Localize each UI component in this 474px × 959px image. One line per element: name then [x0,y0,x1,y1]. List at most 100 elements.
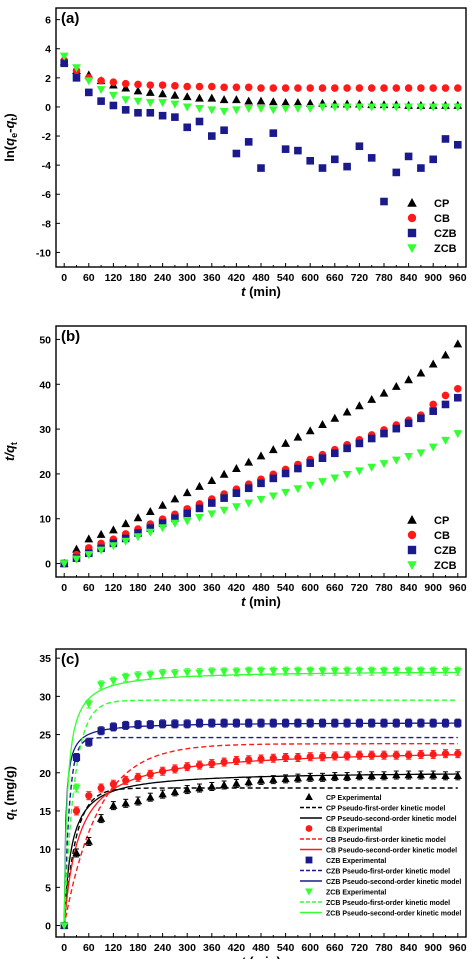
data-point-czb [294,464,302,473]
x-tick-label: 480 [252,582,270,594]
data-point-cb [257,84,265,92]
data-point-cb [171,765,179,773]
data-point-cp [256,451,266,460]
y-tick-label: 0 [45,559,51,571]
data-point-cp [96,814,106,822]
data-point-cp [355,771,364,780]
legend-label: CZB [434,228,457,240]
legend-label: CP Pseudo-second-order kinetic model [326,816,457,823]
x-tick-label: 300 [178,942,196,954]
data-point-cp [145,87,155,96]
data-point-cb [380,84,388,92]
data-point-zcb [244,104,254,113]
data-point-cb [269,754,277,762]
data-point-cp [158,789,167,798]
data-point-zcb [232,668,241,677]
x-tick-label: 300 [178,582,196,594]
data-point-czb [318,454,327,463]
data-point-czb [72,74,81,82]
y-tick-label: 50 [39,334,51,346]
data-point-cb [171,82,179,90]
data-point-zcb [170,519,180,528]
data-point-zcb [453,103,463,112]
x-tick-label: 540 [277,582,295,594]
data-point-cp [330,413,340,422]
legend-label: CP [434,198,449,210]
data-point-cb [97,784,105,792]
x-tick-label: 900 [424,272,442,284]
y-tick-label: 5 [45,882,51,894]
data-point-czb [208,132,216,140]
x-tick-label: 900 [424,942,442,954]
x-tick-label: 0 [61,582,67,594]
data-point-zcb [72,555,81,564]
y-tick-label: 10 [39,844,51,856]
data-point-zcb [109,542,118,551]
data-point-cb [417,750,425,759]
data-point-zcb [146,671,155,680]
data-point-cb [257,755,265,763]
x-axis-label: t (min) [241,954,281,959]
data-point-cp [367,771,376,780]
x-tick-label: 360 [203,582,221,594]
data-point-zcb [305,481,315,490]
data-point-zcb [121,96,131,105]
data-point-czb [134,108,142,117]
data-point-zcb [392,667,401,676]
data-point-zcb [133,97,143,106]
data-point-zcb [195,104,204,113]
x-tick-label: 840 [400,272,418,284]
data-point-cb [306,753,314,761]
data-point-cp [158,89,167,98]
data-point-czb [429,719,437,727]
data-point-cp [219,780,229,789]
data-point-cb [195,761,204,769]
data-point-cp [392,770,401,779]
data-point-zcb [330,667,339,676]
data-point-zcb [342,470,352,479]
data-point-cb [245,756,253,764]
x-tick-label: 480 [252,272,270,284]
x-tick-label: 120 [105,272,123,284]
data-point-czb [454,719,462,727]
data-point-czb [232,719,240,727]
data-point-cp [391,381,401,390]
data-point-czb [72,753,81,762]
chart-panel-1: (b)0 60 120 180 240 300 360 420 480 540 600 660 720 7… [2,325,467,609]
data-point-zcb [379,667,389,676]
data-point-cb [368,751,376,759]
data-point-zcb [453,430,463,439]
data-point-zcb [182,517,192,526]
data-point-zcb [84,700,93,709]
legend-label: ZCB Pseudo-first-order kinetic model [326,900,450,907]
data-point-zcb [268,492,278,501]
data-point-czb [441,135,450,143]
data-point-zcb [219,107,229,116]
data-point-cb [392,751,400,759]
data-point-czb [208,499,216,507]
data-point-zcb [219,668,229,677]
data-point-czb [368,719,376,727]
panel-label: (b) [61,328,80,345]
data-point-czb [122,721,130,729]
data-point-czb [257,164,265,172]
data-point-cp [133,86,143,95]
y-axis-label: t/qt [2,442,19,461]
data-point-czb [306,156,314,165]
data-point-zcb [60,922,69,930]
data-point-cp [342,772,352,780]
data-point-czb [343,719,351,727]
data-point-zcb [416,449,426,458]
data-point-cp [109,525,118,534]
data-point-czb [429,407,437,415]
data-point-czb [195,719,204,727]
data-point-cp [145,507,155,515]
data-point-czb [97,97,105,105]
data-point-cp [318,420,327,429]
data-point-cp [281,98,290,106]
x-tick-label: 240 [154,582,172,594]
x-tick-label: 420 [228,582,246,594]
legend-marker [305,888,313,896]
data-point-cp [269,775,278,783]
data-point-cb [220,758,228,766]
